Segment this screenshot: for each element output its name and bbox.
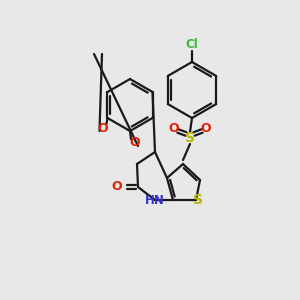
Text: HN: HN (145, 194, 165, 206)
Text: Cl: Cl (186, 38, 198, 50)
Text: O: O (130, 136, 140, 149)
Text: S: S (193, 193, 203, 207)
Text: S: S (185, 131, 195, 145)
Text: O: O (169, 122, 179, 134)
Text: O: O (112, 181, 122, 194)
Text: O: O (201, 122, 211, 134)
Text: O: O (97, 122, 108, 134)
